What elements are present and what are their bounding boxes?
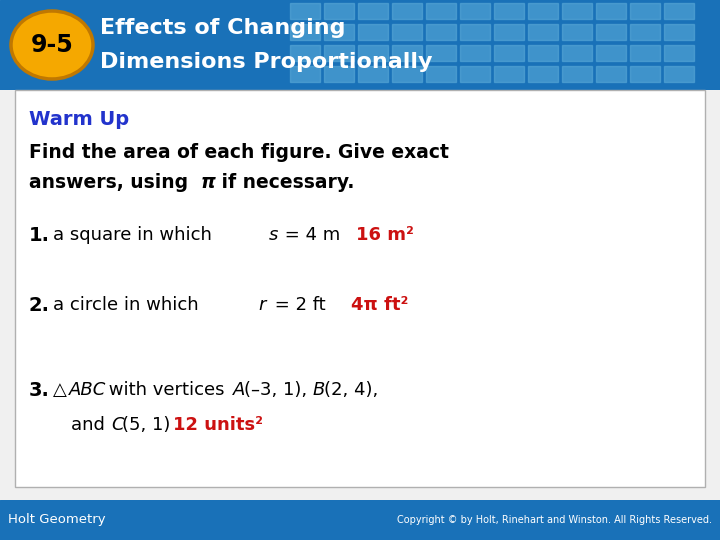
Bar [630, 45, 660, 61]
Text: = 2 ft: = 2 ft [269, 296, 325, 314]
Text: = 4 m: = 4 m [279, 226, 340, 244]
Text: (5, 1): (5, 1) [122, 416, 176, 434]
Bar [596, 66, 626, 82]
Bar [562, 3, 592, 19]
Bar [528, 66, 558, 82]
Bar [324, 3, 354, 19]
Bar [664, 3, 694, 19]
Text: Dimensions Proportionally: Dimensions Proportionally [100, 52, 433, 72]
FancyBboxPatch shape [15, 90, 705, 487]
Text: 3.: 3. [29, 381, 50, 400]
Text: B: B [312, 381, 325, 399]
Ellipse shape [11, 11, 93, 79]
Bar [290, 45, 320, 61]
Text: (2, 4),: (2, 4), [324, 381, 378, 399]
Bar [460, 45, 490, 61]
Text: Warm Up: Warm Up [29, 110, 129, 129]
Bar [324, 66, 354, 82]
Bar [562, 45, 592, 61]
Bar [426, 3, 456, 19]
Bar [494, 24, 524, 40]
Bar [562, 24, 592, 40]
Text: A: A [233, 381, 246, 399]
Text: answers, using: answers, using [29, 173, 194, 192]
Text: 9-5: 9-5 [31, 33, 73, 57]
Text: 1.: 1. [29, 226, 50, 245]
Bar [494, 3, 524, 19]
Text: (–3, 1),: (–3, 1), [244, 381, 312, 399]
Bar [460, 24, 490, 40]
Text: if necessary.: if necessary. [215, 173, 354, 192]
Text: with vertices: with vertices [103, 381, 230, 399]
Bar [664, 66, 694, 82]
Bar [528, 3, 558, 19]
Bar [324, 24, 354, 40]
Bar [596, 24, 626, 40]
Bar [596, 3, 626, 19]
Bar [630, 24, 660, 40]
Bar [528, 24, 558, 40]
Bar [426, 24, 456, 40]
Bar [630, 66, 660, 82]
Text: a circle in which: a circle in which [53, 296, 204, 314]
Bar [596, 45, 626, 61]
Bar [630, 3, 660, 19]
Text: and: and [71, 416, 110, 434]
Bar [392, 45, 422, 61]
Bar [426, 66, 456, 82]
Bar [392, 66, 422, 82]
Text: a square in which: a square in which [53, 226, 217, 244]
Bar [562, 66, 592, 82]
Text: π: π [201, 173, 216, 192]
Text: C: C [111, 416, 123, 434]
Bar [392, 24, 422, 40]
Bar [290, 66, 320, 82]
Text: ABC: ABC [69, 381, 106, 399]
Bar [664, 45, 694, 61]
Bar [358, 66, 388, 82]
Text: Copyright © by Holt, Rinehart and Winston. All Rights Reserved.: Copyright © by Holt, Rinehart and Winsto… [397, 515, 712, 525]
Bar [358, 45, 388, 61]
Bar [460, 66, 490, 82]
Bar [528, 45, 558, 61]
Bar [290, 24, 320, 40]
Bar [324, 45, 354, 61]
Text: 2.: 2. [29, 296, 50, 315]
Text: r: r [258, 296, 266, 314]
Bar [664, 24, 694, 40]
Text: △: △ [53, 381, 67, 399]
Text: 4π ft²: 4π ft² [351, 296, 408, 314]
Bar [358, 24, 388, 40]
Text: Holt Geometry: Holt Geometry [8, 514, 106, 526]
Text: Find the area of each figure. Give exact: Find the area of each figure. Give exact [29, 143, 449, 162]
Bar [494, 45, 524, 61]
Text: s: s [269, 226, 278, 244]
Bar [290, 3, 320, 19]
Text: Effects of Changing: Effects of Changing [100, 18, 346, 38]
Bar [460, 3, 490, 19]
Bar [392, 3, 422, 19]
Bar [494, 66, 524, 82]
Bar [426, 45, 456, 61]
Bar [358, 3, 388, 19]
Text: 12 units²: 12 units² [173, 416, 263, 434]
Text: 16 m²: 16 m² [356, 226, 414, 244]
